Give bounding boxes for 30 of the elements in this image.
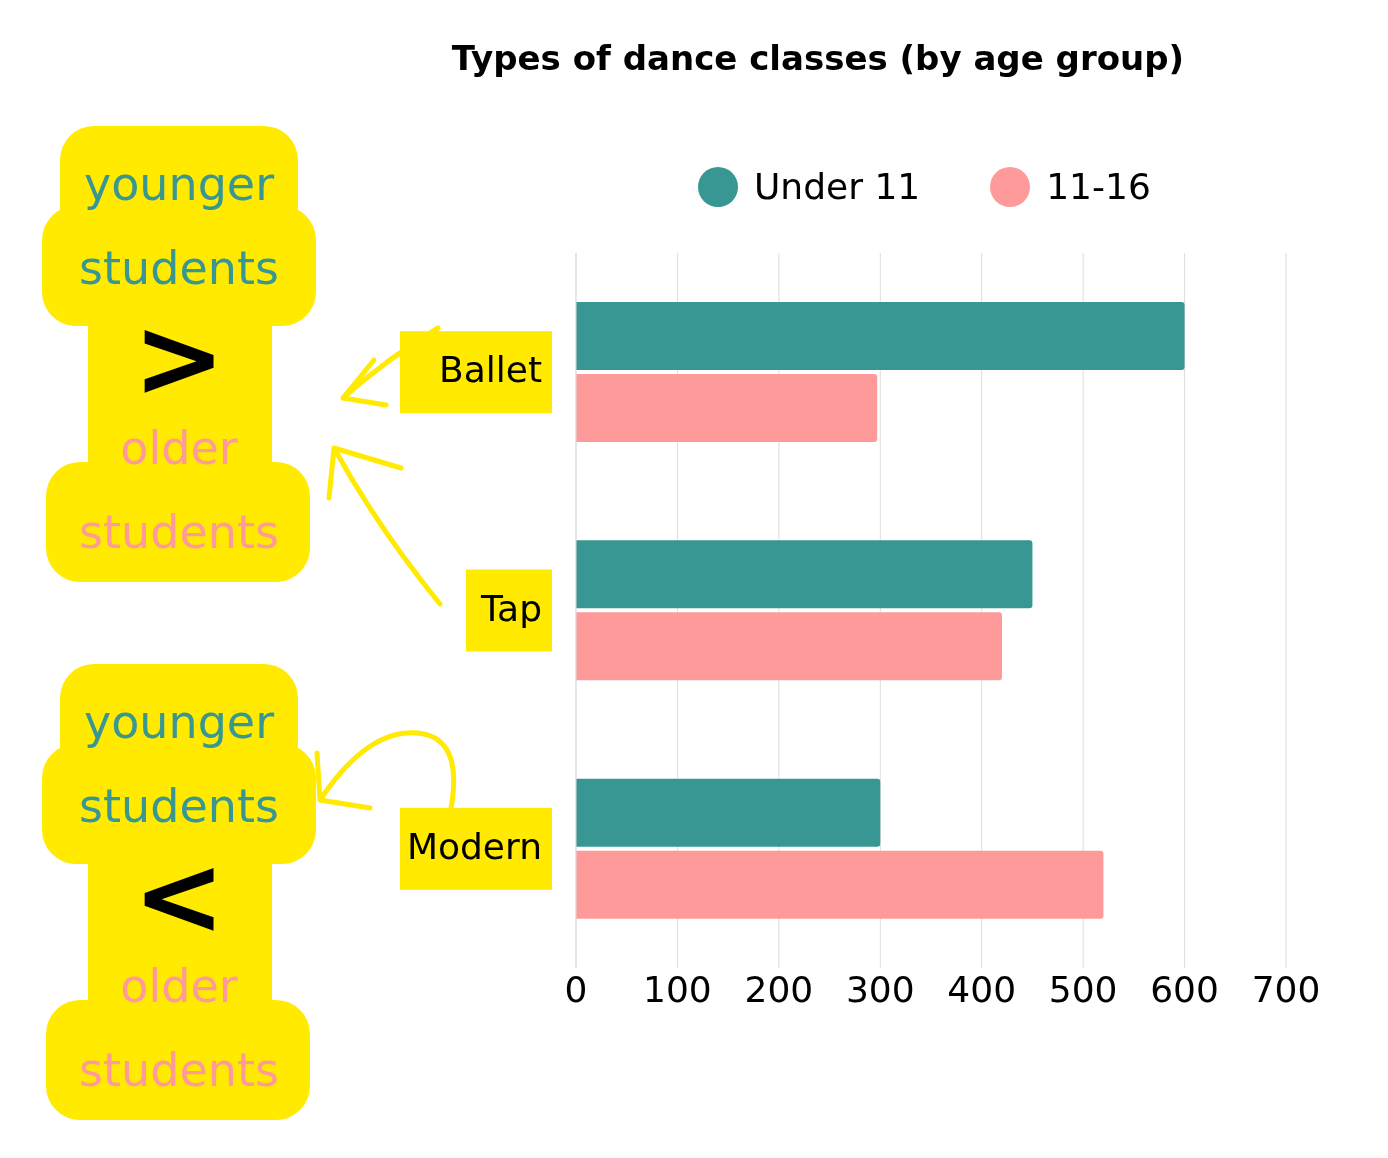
x-tick-label: 200 xyxy=(744,968,814,1010)
chart-title: Types of dance classes (by age group) xyxy=(450,38,1186,78)
legend-label: Under 11 xyxy=(754,166,921,207)
bar xyxy=(576,374,878,442)
text: < xyxy=(131,832,227,960)
text: > xyxy=(131,294,227,422)
x-tick-label: 700 xyxy=(1251,968,1321,1010)
x-tick-label: 300 xyxy=(845,968,915,1010)
y-tick-label: Tap xyxy=(480,587,542,629)
text: students xyxy=(78,778,280,835)
x-tick-label: 600 xyxy=(1150,968,1219,1010)
text: older xyxy=(119,420,239,477)
text: younger xyxy=(82,156,276,213)
x-tick-label: 500 xyxy=(1048,968,1118,1010)
bar xyxy=(576,540,1033,609)
text: younger xyxy=(82,694,276,751)
bar xyxy=(576,778,881,847)
bar xyxy=(576,612,1002,681)
y-tick-label: Ballet xyxy=(438,349,542,391)
x-tick-label: 100 xyxy=(643,968,712,1010)
text: students xyxy=(78,240,280,297)
x-tick-label: 400 xyxy=(947,968,1017,1010)
text: students xyxy=(78,1042,280,1099)
text: older xyxy=(119,958,239,1015)
text: students xyxy=(78,504,280,561)
x-tick-label: 0 xyxy=(564,968,588,1010)
y-tick-label: Modern xyxy=(406,825,542,867)
bar xyxy=(576,302,1185,370)
bar xyxy=(576,850,1104,919)
legend-label: 11-16 xyxy=(1046,166,1151,207)
